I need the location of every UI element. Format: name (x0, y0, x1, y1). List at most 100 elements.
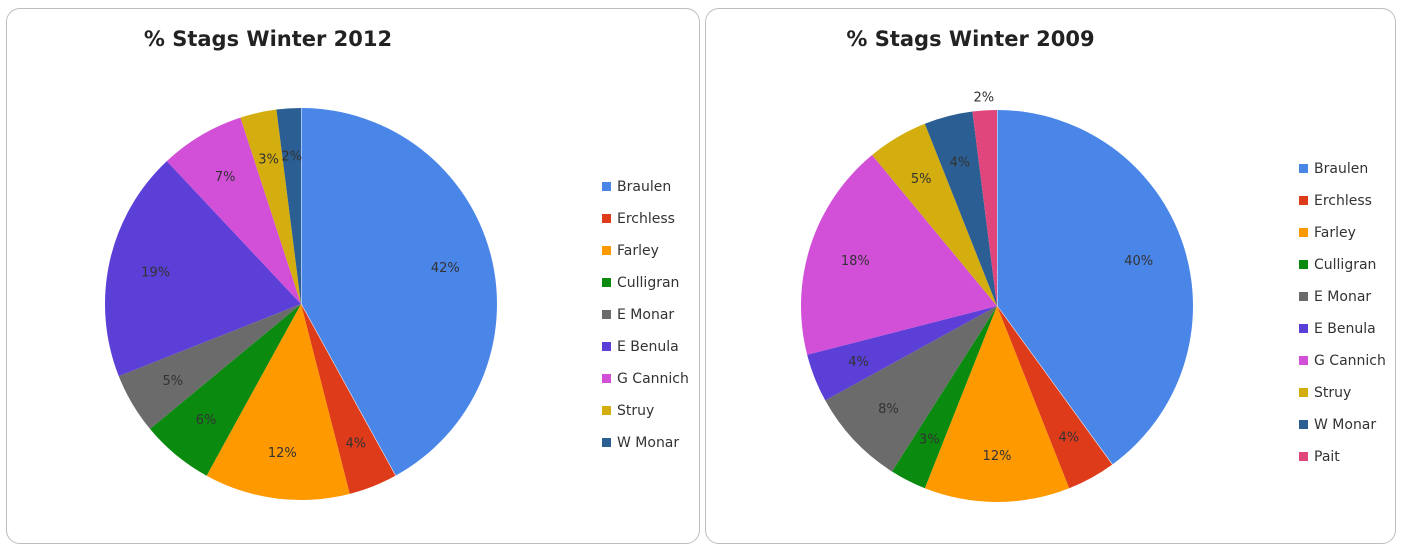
legend-item-g-cannich: G Cannich (1299, 345, 1386, 377)
pie-slice-g-cannich (166, 117, 301, 304)
legend-swatch (1299, 195, 1308, 205)
data-label-erchless: 4% (1058, 431, 1079, 446)
legend-item-pait: Pait (1299, 441, 1386, 473)
legend-swatch (602, 213, 611, 223)
pie-slice-e-monar (118, 304, 301, 429)
data-label-e-monar: 8% (878, 402, 899, 417)
pie-chart: 42% 4% 12% 6% 5% 19% 7% 3% 2% (105, 108, 497, 500)
legend-swatch (602, 309, 611, 319)
chart-title: % Stags Winter 2012 (143, 27, 393, 51)
data-label-struy: 3% (258, 153, 279, 168)
legend-item-farley: Farley (1299, 217, 1386, 249)
legend-item-struy: Struy (602, 395, 689, 427)
pie-slice-farley (924, 306, 1070, 503)
pie-slice-g-cannich (801, 154, 997, 355)
legend-swatch (602, 341, 611, 351)
chart-panel-2012: % Stags Winter 2012 42% 4% 12% 6% 5% 19% 7% 3% 2… (6, 8, 700, 544)
data-label-braulen: 42% (431, 261, 460, 276)
data-label-farley: 12% (983, 449, 1012, 464)
legend-item-w-monar: W Monar (602, 427, 689, 459)
legend-swatch (602, 405, 611, 415)
legend-swatch (602, 245, 611, 255)
legend-label: Culligran (1314, 257, 1377, 273)
legend-item-e-monar: E Monar (602, 299, 689, 331)
legend-swatch (1299, 163, 1308, 173)
pie-slice-farley (206, 304, 350, 500)
data-label-farley: 12% (268, 446, 297, 461)
pie-slice-e-benula (807, 306, 997, 401)
legend-item-struy: Struy (1299, 377, 1386, 409)
legend-swatch (602, 277, 611, 287)
legend-item-braulen: Braulen (602, 171, 689, 203)
data-label-w-monar: 4% (950, 156, 971, 171)
legend-label: Struy (617, 403, 655, 419)
pie-slice-pait (972, 110, 997, 306)
pie-slice-erchless (997, 306, 1113, 489)
legend-item-culligran: Culligran (1299, 249, 1386, 281)
legend-label: Braulen (1314, 161, 1369, 177)
legend-label: Culligran (617, 275, 680, 291)
legend-label: Farley (1314, 225, 1356, 241)
legend-label: Struy (1314, 385, 1352, 401)
data-label-e-benula: 4% (848, 355, 869, 370)
legend-item-e-benula: E Benula (602, 331, 689, 363)
pie-slice-w-monar (924, 111, 997, 306)
pie-slice-culligran (149, 304, 301, 476)
legend-swatch (602, 373, 611, 383)
legend-swatch (1299, 355, 1308, 365)
data-label-struy: 5% (911, 172, 932, 187)
data-label-g-cannich: 18% (841, 254, 870, 269)
legend-swatch (1299, 291, 1308, 301)
data-label-erchless: 4% (346, 436, 367, 451)
legend-label: W Monar (1314, 417, 1377, 433)
legend-label: E Benula (1314, 321, 1376, 337)
data-label-braulen: 40% (1124, 254, 1153, 269)
legend-label: Braulen (617, 179, 672, 195)
legend-label: E Benula (617, 339, 679, 355)
data-label-g-cannich: 7% (215, 170, 236, 185)
legend-label: Erchless (617, 211, 675, 227)
legend-item-culligran: Culligran (602, 267, 689, 299)
legend-swatch (1299, 323, 1308, 333)
pie-slice-erchless (301, 304, 396, 494)
legend-label: Pait (1314, 449, 1340, 465)
legend-item-erchless: Erchless (602, 203, 689, 235)
legend-swatch (1299, 387, 1308, 397)
chart-legend: Braulen Erchless Farley Culligran E Monar E B… (1299, 153, 1386, 473)
legend-label: E Monar (617, 307, 675, 323)
legend-swatch (1299, 419, 1308, 429)
chart-title: % Stags Winter 2009 (846, 27, 1095, 51)
legend-label: E Monar (1314, 289, 1372, 305)
data-label-e-benula: 19% (141, 266, 170, 281)
legend-label: Farley (617, 243, 659, 259)
legend-swatch (1299, 227, 1308, 237)
pie-slice-braulen (301, 108, 497, 476)
pie-chart: 40% 4% 12% 3% 8% 4% 18% 5% 4% 2% (801, 90, 1193, 503)
legend-item-erchless: Erchless (1299, 185, 1386, 217)
chart-legend: Braulen Erchless Farley Culligran E Monar E B… (602, 171, 689, 459)
data-label-e-monar: 5% (162, 374, 183, 389)
legend-item-g-cannich: G Cannich (602, 363, 689, 395)
legend-label: W Monar (617, 435, 680, 451)
legend-swatch (1299, 259, 1308, 269)
pie-slice-culligran (891, 306, 997, 489)
chart-panel-2009: % Stags Winter 2009 40% 4% 12% 3% 8% 4% 18% 5% 4… (705, 8, 1396, 544)
legend-item-e-benula: E Benula (1299, 313, 1386, 345)
legend-swatch (1299, 451, 1308, 461)
legend-item-w-monar: W Monar (1299, 409, 1386, 441)
pie-slice-braulen (997, 110, 1193, 465)
data-label-culligran: 3% (919, 433, 940, 448)
pie-slice-e-benula (105, 161, 301, 377)
legend-label: G Cannich (617, 371, 689, 387)
legend-item-e-monar: E Monar (1299, 281, 1386, 313)
legend-swatch (602, 437, 611, 447)
pie-slice-w-monar (276, 108, 301, 304)
legend-label: Erchless (1314, 193, 1372, 209)
legend-item-braulen: Braulen (1299, 153, 1386, 185)
data-label-w-monar: 2% (281, 149, 302, 164)
pie-slice-struy (872, 123, 997, 306)
data-label-pait: 2% (974, 90, 995, 105)
pie-slice-struy (240, 109, 301, 304)
legend-label: G Cannich (1314, 353, 1386, 369)
data-label-culligran: 6% (196, 413, 217, 428)
